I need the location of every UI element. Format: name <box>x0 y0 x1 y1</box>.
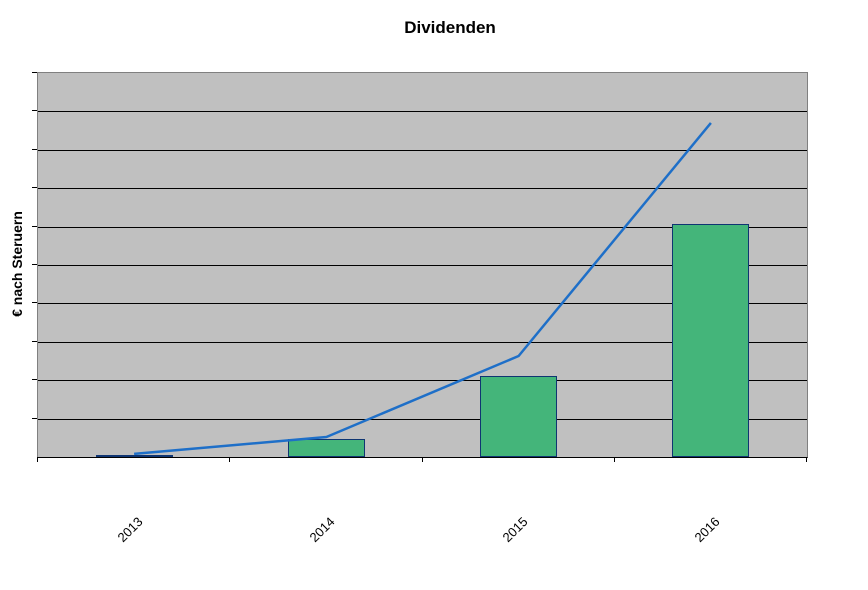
chart-title: Dividenden <box>404 18 496 37</box>
x-axis-tick <box>229 457 231 462</box>
x-axis-label-2016: 2016 <box>691 514 723 546</box>
gridline <box>38 341 807 343</box>
plot-area <box>37 72 808 458</box>
x-axis-tick <box>806 457 807 462</box>
line-series <box>133 122 712 456</box>
x-axis-label-2015: 2015 <box>499 514 531 546</box>
gridline <box>38 380 807 382</box>
x-axis-label-2014: 2014 <box>306 514 338 546</box>
x-axis-tick <box>613 457 615 462</box>
gridline <box>38 226 807 228</box>
bar-2016 <box>672 223 750 457</box>
gridline <box>38 188 807 190</box>
y-axis-tick <box>32 340 37 342</box>
y-axis-label: € nach Steruern <box>9 211 25 317</box>
y-axis-tick <box>32 379 37 381</box>
y-axis-tick <box>32 302 37 304</box>
y-axis-tick <box>32 148 37 150</box>
bar-2014 <box>287 439 365 457</box>
y-axis-tick <box>32 187 37 189</box>
gridline <box>38 303 807 305</box>
x-axis-tick <box>421 457 423 462</box>
y-axis-tick <box>32 110 37 112</box>
y-axis-tick <box>32 225 37 227</box>
bar-2013 <box>95 455 173 457</box>
bar-2015 <box>480 375 558 457</box>
dividend-trend-line <box>133 122 712 456</box>
y-axis-tick <box>32 417 37 419</box>
gridline <box>38 265 807 266</box>
y-axis-tick <box>32 72 37 73</box>
x-axis-label-2013: 2013 <box>114 514 146 546</box>
gridline <box>38 418 807 420</box>
y-axis-tick <box>32 264 37 265</box>
x-axis-tick <box>37 457 38 462</box>
gridline <box>38 149 807 151</box>
gridline <box>38 111 807 113</box>
